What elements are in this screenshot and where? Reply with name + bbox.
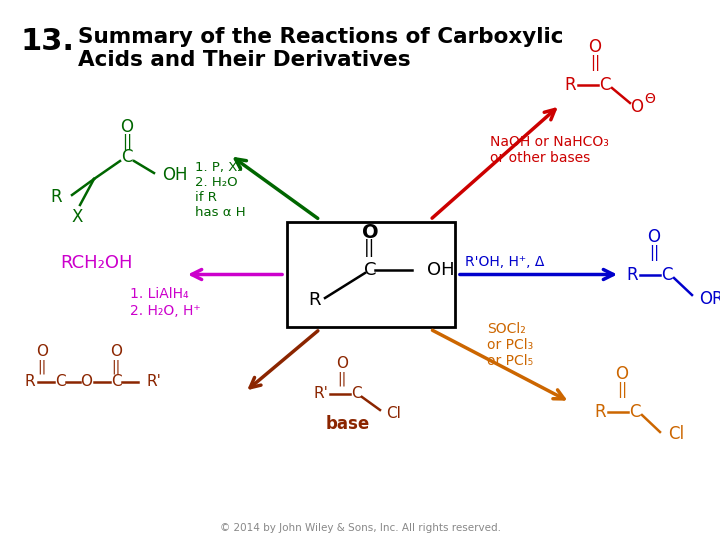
Text: Summary of the Reactions of Carboxylic
Acids and Their Derivatives: Summary of the Reactions of Carboxylic A… bbox=[78, 27, 564, 70]
Text: O: O bbox=[80, 375, 92, 389]
Text: C: C bbox=[599, 76, 611, 94]
Text: O: O bbox=[588, 38, 601, 56]
Text: NaOH or NaHCO₃
or other bases: NaOH or NaHCO₃ or other bases bbox=[490, 135, 609, 165]
Text: O: O bbox=[616, 365, 629, 383]
Text: 1. LiAlH₄
2. H₂O, H⁺: 1. LiAlH₄ 2. H₂O, H⁺ bbox=[130, 287, 201, 318]
Text: R: R bbox=[564, 76, 576, 94]
Text: ||: || bbox=[590, 55, 600, 71]
Text: O: O bbox=[361, 222, 378, 241]
Text: 1. P, X₂
2. H₂O
if R
has α H: 1. P, X₂ 2. H₂O if R has α H bbox=[195, 161, 246, 219]
Text: Cl: Cl bbox=[386, 407, 401, 422]
Text: ||: || bbox=[338, 372, 346, 386]
Text: OH: OH bbox=[162, 166, 187, 184]
Text: ||: || bbox=[122, 134, 132, 150]
Text: O: O bbox=[36, 345, 48, 360]
Text: C: C bbox=[661, 266, 672, 284]
Text: C: C bbox=[121, 148, 132, 166]
Text: R: R bbox=[626, 266, 638, 284]
Text: © 2014 by John Wiley & Sons, Inc. All rights reserved.: © 2014 by John Wiley & Sons, Inc. All ri… bbox=[220, 523, 500, 533]
Text: R: R bbox=[594, 403, 606, 421]
Text: R': R' bbox=[146, 375, 161, 389]
Text: R'OH, H⁺, Δ: R'OH, H⁺, Δ bbox=[465, 255, 544, 269]
Text: ||: || bbox=[37, 360, 47, 374]
Text: Cl: Cl bbox=[668, 425, 684, 443]
Text: ||: || bbox=[649, 245, 659, 261]
Text: O: O bbox=[120, 118, 133, 136]
Text: C: C bbox=[364, 261, 377, 279]
Text: R: R bbox=[24, 375, 35, 389]
Text: R: R bbox=[50, 188, 62, 206]
Text: ||: || bbox=[364, 239, 376, 257]
Text: ||: || bbox=[617, 382, 627, 398]
Bar bbox=[287, 222, 455, 327]
Text: R': R' bbox=[313, 387, 328, 402]
Text: OR': OR' bbox=[699, 290, 720, 308]
Text: 13.: 13. bbox=[20, 27, 74, 56]
Text: C: C bbox=[55, 375, 66, 389]
Text: Θ: Θ bbox=[644, 92, 655, 106]
Text: O: O bbox=[110, 345, 122, 360]
Text: SOCl₂
or PCl₃
or PCl₅: SOCl₂ or PCl₃ or PCl₅ bbox=[487, 322, 534, 368]
Text: C: C bbox=[111, 375, 121, 389]
Text: OH: OH bbox=[427, 261, 454, 279]
Text: RCH₂OH: RCH₂OH bbox=[60, 253, 132, 272]
Text: C: C bbox=[351, 387, 361, 402]
Text: O: O bbox=[336, 356, 348, 372]
Text: O: O bbox=[631, 98, 644, 116]
Text: O: O bbox=[647, 228, 660, 246]
Text: C: C bbox=[629, 403, 641, 421]
Text: X: X bbox=[71, 208, 83, 226]
Text: R: R bbox=[309, 291, 321, 309]
Text: ||: || bbox=[112, 360, 121, 374]
Text: base: base bbox=[326, 415, 370, 433]
